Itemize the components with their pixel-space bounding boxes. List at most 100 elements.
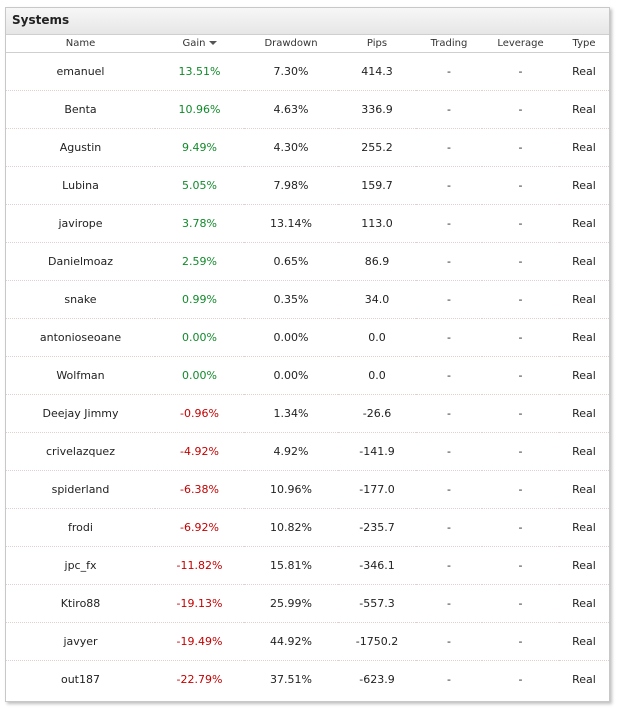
column-header-name[interactable]: Name [6, 35, 155, 53]
cell-leverage: - [482, 280, 559, 319]
cell-type: Real [559, 394, 609, 433]
cell-trading: - [416, 584, 482, 623]
cell-type: Real [559, 166, 609, 205]
cell-name[interactable]: spiderland [6, 470, 155, 509]
cell-leverage: - [482, 508, 559, 547]
cell-type: Real [559, 546, 609, 585]
cell-type: Real [559, 128, 609, 167]
cell-trading: - [416, 128, 482, 167]
cell-leverage: - [518, 673, 523, 686]
table-row[interactable]: Benta 10.96% 4.63% 336.9- - Real [6, 90, 609, 129]
panel-title: Systems [6, 8, 609, 35]
cell-leverage: - [482, 166, 559, 205]
cell-name[interactable]: snake [6, 280, 155, 319]
cell-name[interactable]: jpc_fx [6, 546, 155, 585]
table-row[interactable]: Lubina 5.05% 7.98% 159.7- - Real [6, 166, 609, 205]
cell-pips: -346.1 [338, 546, 416, 585]
cell-type: Real [559, 622, 609, 661]
systems-panel: Systems Name Gain Drawdown Pips Trading … [5, 7, 610, 702]
cell-gain: -19.49% [155, 622, 244, 661]
cell-drawdown: 0.35% [244, 280, 338, 319]
sort-desc-icon[interactable] [208, 41, 217, 45]
cell-leverage: - [482, 90, 559, 129]
cell-trading: - [416, 90, 482, 129]
cell-name[interactable]: Deejay Jimmy [6, 394, 155, 433]
cell-type: Real [559, 204, 609, 243]
cell-leverage: - [482, 242, 559, 281]
cell-trading: - [447, 673, 451, 686]
cell-gain: -19.13% [155, 584, 244, 623]
table-row[interactable]: emanuel 13.51% 7.30% 414.3- - Real [6, 52, 609, 91]
cell-drawdown: 25.99% [244, 584, 338, 623]
cell-name[interactable]: antonioseoane [6, 318, 155, 357]
column-header-type[interactable]: Type [559, 35, 609, 53]
cell-gain: 9.49% [155, 128, 244, 167]
cell-name[interactable]: frodi [6, 508, 155, 547]
table-row[interactable]: antonioseoane 0.00% 0.00% 0.0- - Real [6, 318, 609, 357]
cell-leverage: - [482, 356, 559, 395]
cell-name[interactable]: Benta [6, 90, 155, 129]
cell-name[interactable]: crivelazquez [6, 432, 155, 471]
table-row[interactable]: javyer -19.49% 44.92% -1750.2- - Real [6, 622, 609, 661]
cell-pips: -26.6 [338, 394, 416, 433]
cell-trading: - [416, 242, 482, 281]
table-row[interactable]: Deejay Jimmy -0.96% 1.34% -26.6- - Real [6, 394, 609, 433]
table-row[interactable]: Wolfman 0.00% 0.00% 0.0- - Real [6, 356, 609, 395]
cell-gain: 0.00% [155, 356, 244, 395]
cell-name[interactable]: Danielmoaz [6, 242, 155, 281]
table-row[interactable]: Danielmoaz 2.59% 0.65% 86.9- - Real [6, 242, 609, 281]
cell-drawdown: 7.98% [244, 166, 338, 205]
cell-type: Real [559, 280, 609, 319]
cell-gain: 0.99% [155, 280, 244, 319]
cell-trading: - [416, 622, 482, 661]
cell-name[interactable]: javirope [6, 204, 155, 243]
cell-gain: -22.79% [176, 673, 223, 686]
cell-name[interactable]: out187 [60, 673, 100, 686]
cell-pips: 255.2 [338, 128, 416, 167]
table-row[interactable]: crivelazquez -4.92% 4.92% -141.9- - Real [6, 432, 609, 471]
cell-trading: - [416, 470, 482, 509]
cell-drawdown: 0.00% [244, 318, 338, 357]
cell-type: Real [559, 584, 609, 623]
cell-leverage: - [482, 584, 559, 623]
cell-name[interactable]: emanuel [6, 52, 155, 91]
systems-table: Name Gain Drawdown Pips Trading Leverage… [6, 35, 609, 698]
cell-name[interactable]: javyer [6, 622, 155, 661]
cell-drawdown: 13.14% [244, 204, 338, 243]
column-header-pips[interactable]: Pips [338, 35, 416, 53]
cell-type: Real [559, 318, 609, 357]
cell-drawdown: 4.92% [244, 432, 338, 471]
cell-name[interactable]: Agustin [6, 128, 155, 167]
column-header-trading[interactable]: Trading [416, 35, 482, 53]
table-header-row: Name Gain Drawdown Pips Trading Leverage… [6, 35, 609, 53]
table-row[interactable]: Agustin 9.49% 4.30% 255.2- - Real [6, 128, 609, 167]
table-row[interactable]: Ktiro88 -19.13% 25.99% -557.3- - Real [6, 584, 609, 623]
table-row[interactable]: javirope 3.78% 13.14% 113.0- - Real [6, 204, 609, 243]
cell-type: Real [559, 52, 609, 91]
cell-drawdown: 1.34% [244, 394, 338, 433]
cell-type: Real [559, 432, 609, 471]
cell-gain: 10.96% [155, 90, 244, 129]
cell-leverage: - [482, 432, 559, 471]
table-row[interactable]: jpc_fx -11.82% 15.81% -346.1- - Real [6, 546, 609, 585]
column-header-gain[interactable]: Gain [155, 35, 244, 53]
cell-drawdown: 37.51% [270, 673, 312, 686]
cell-name[interactable]: Ktiro88 [6, 584, 155, 623]
cell-pips: 113.0 [338, 204, 416, 243]
cell-name[interactable]: Wolfman [6, 356, 155, 395]
table-row[interactable]: out187 -22.79% 37.51% -623.9 - - Real [6, 661, 609, 699]
table-row[interactable]: snake 0.99% 0.35% 34.0- - Real [6, 280, 609, 319]
column-header-leverage[interactable]: Leverage [482, 35, 559, 53]
cell-pips: -623.9 [359, 673, 395, 686]
cell-name[interactable]: Lubina [6, 166, 155, 205]
cell-drawdown: 44.92% [244, 622, 338, 661]
cell-gain: -6.38% [155, 470, 244, 509]
table-row[interactable]: spiderland -6.38% 10.96% -177.0- - Real [6, 470, 609, 509]
cell-gain: -4.92% [155, 432, 244, 471]
cell-type: Real [559, 90, 609, 129]
cell-pips: 414.3 [338, 52, 416, 91]
table-row[interactable]: frodi -6.92% 10.82% -235.7- - Real [6, 508, 609, 547]
column-header-drawdown[interactable]: Drawdown [244, 35, 338, 53]
cell-gain: -6.92% [155, 508, 244, 547]
cell-drawdown: 4.30% [244, 128, 338, 167]
